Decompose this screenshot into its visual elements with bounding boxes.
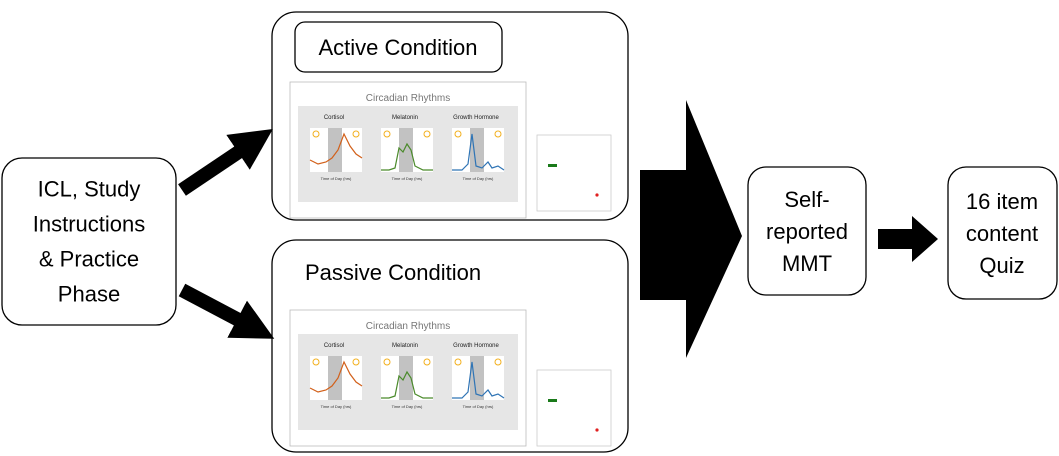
panel-title: Cortisol bbox=[324, 115, 344, 121]
panel-title: Growth Hormone bbox=[453, 343, 499, 349]
arrow bbox=[182, 290, 252, 327]
arrow bbox=[878, 216, 938, 262]
big-arrow bbox=[640, 100, 742, 358]
x-axis-label: Time of Day (hrs) bbox=[463, 176, 494, 181]
green-marks bbox=[548, 399, 557, 402]
active-label: Active Condition bbox=[319, 35, 478, 60]
node-text: Quiz bbox=[979, 253, 1024, 278]
panel-title: Melatonin bbox=[392, 115, 418, 121]
x-axis-label: Time of Day (hrs) bbox=[463, 404, 494, 409]
red-dot bbox=[595, 428, 598, 431]
node-text: Self- bbox=[784, 187, 829, 212]
node-text: MMT bbox=[782, 251, 832, 276]
node-text: 16 item bbox=[966, 189, 1038, 214]
night-band bbox=[328, 356, 342, 400]
panel-title: Cortisol bbox=[324, 343, 344, 349]
x-axis-label: Time of Day (hrs) bbox=[392, 176, 423, 181]
node-text: content bbox=[966, 221, 1038, 246]
green-marks bbox=[548, 164, 557, 167]
node-text: Phase bbox=[58, 282, 120, 307]
node-text: ICL, Study bbox=[38, 177, 141, 202]
diagram: Active Condition Passive Condition Circa… bbox=[0, 0, 1059, 456]
passive-label: Passive Condition bbox=[305, 260, 481, 285]
x-axis-label: Time of Day (hrs) bbox=[392, 404, 423, 409]
x-axis-label: Time of Day (hrs) bbox=[321, 404, 352, 409]
node-text: reported bbox=[766, 219, 848, 244]
panel-title: Melatonin bbox=[392, 343, 418, 349]
night-band bbox=[328, 128, 342, 172]
slide-title: Circadian Rhythms bbox=[366, 321, 450, 332]
arrow bbox=[182, 143, 252, 190]
mini-canvas bbox=[537, 370, 611, 446]
panel-title: Growth Hormone bbox=[453, 115, 499, 121]
slide-title: Circadian Rhythms bbox=[366, 93, 450, 104]
node-text: & Practice bbox=[39, 247, 139, 272]
red-dot bbox=[595, 193, 598, 196]
mini-canvas bbox=[537, 135, 611, 211]
node-text: Instructions bbox=[33, 212, 146, 237]
x-axis-label: Time of Day (hrs) bbox=[321, 176, 352, 181]
